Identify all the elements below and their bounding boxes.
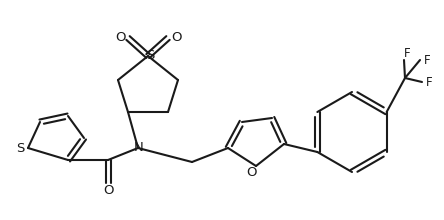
Text: S: S [16,141,24,154]
Text: F: F [424,53,430,66]
Text: S: S [146,48,154,62]
Text: F: F [426,75,432,88]
Text: O: O [171,31,181,44]
Text: N: N [134,141,144,154]
Text: O: O [246,165,256,178]
Text: F: F [404,46,410,59]
Text: O: O [103,183,113,196]
Text: O: O [115,31,125,44]
